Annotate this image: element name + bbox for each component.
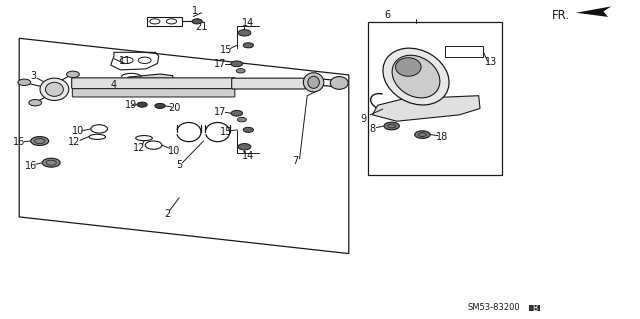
Circle shape	[67, 71, 79, 78]
FancyBboxPatch shape	[72, 78, 236, 89]
Ellipse shape	[330, 77, 348, 89]
Text: 15: 15	[220, 127, 232, 137]
Circle shape	[415, 131, 430, 138]
FancyBboxPatch shape	[232, 78, 306, 89]
Text: 19: 19	[125, 100, 138, 110]
Circle shape	[231, 110, 243, 116]
Ellipse shape	[308, 76, 319, 88]
Text: 7: 7	[292, 156, 299, 166]
Text: 14: 14	[242, 151, 255, 161]
Text: 21: 21	[195, 22, 208, 32]
Circle shape	[29, 100, 42, 106]
Text: 5: 5	[176, 160, 182, 170]
Text: B: B	[532, 304, 537, 313]
Text: 18: 18	[435, 131, 448, 142]
Text: 20: 20	[168, 102, 180, 113]
Text: 11: 11	[118, 56, 131, 66]
Polygon shape	[576, 6, 611, 17]
Circle shape	[243, 127, 253, 132]
Text: 9: 9	[360, 114, 367, 124]
Circle shape	[237, 117, 246, 122]
Text: 10: 10	[168, 145, 180, 156]
FancyBboxPatch shape	[72, 89, 235, 97]
Circle shape	[155, 103, 165, 108]
Text: 10: 10	[72, 126, 84, 137]
Ellipse shape	[303, 73, 324, 92]
Text: 16: 16	[24, 161, 37, 171]
Circle shape	[137, 102, 147, 107]
Text: SM53-83200: SM53-83200	[467, 303, 520, 312]
Circle shape	[238, 30, 251, 36]
Text: 12: 12	[68, 137, 81, 147]
Text: 16: 16	[13, 137, 26, 147]
Text: 14: 14	[242, 18, 255, 28]
Text: 13: 13	[485, 57, 498, 67]
Ellipse shape	[396, 58, 421, 76]
Circle shape	[238, 144, 251, 150]
Circle shape	[243, 43, 253, 48]
Text: 17: 17	[214, 107, 227, 117]
Text: FR.: FR.	[552, 9, 570, 22]
Ellipse shape	[383, 48, 449, 105]
Circle shape	[31, 137, 49, 145]
Polygon shape	[372, 96, 480, 121]
Circle shape	[192, 19, 202, 24]
Ellipse shape	[392, 55, 440, 98]
Circle shape	[384, 122, 399, 130]
FancyBboxPatch shape	[529, 305, 540, 311]
Text: 8: 8	[369, 124, 376, 134]
Text: 17: 17	[214, 59, 227, 70]
Text: 15: 15	[220, 45, 232, 56]
Polygon shape	[128, 74, 173, 92]
Circle shape	[42, 158, 60, 167]
Text: 1: 1	[192, 6, 198, 16]
Text: 12: 12	[133, 143, 146, 153]
Text: 3: 3	[30, 71, 36, 81]
Text: 4: 4	[111, 80, 117, 90]
Text: 6: 6	[385, 10, 391, 20]
Text: 2: 2	[164, 209, 171, 219]
Circle shape	[18, 79, 31, 85]
Ellipse shape	[40, 78, 69, 100]
Circle shape	[231, 61, 243, 67]
Ellipse shape	[45, 82, 63, 96]
Circle shape	[236, 69, 245, 73]
